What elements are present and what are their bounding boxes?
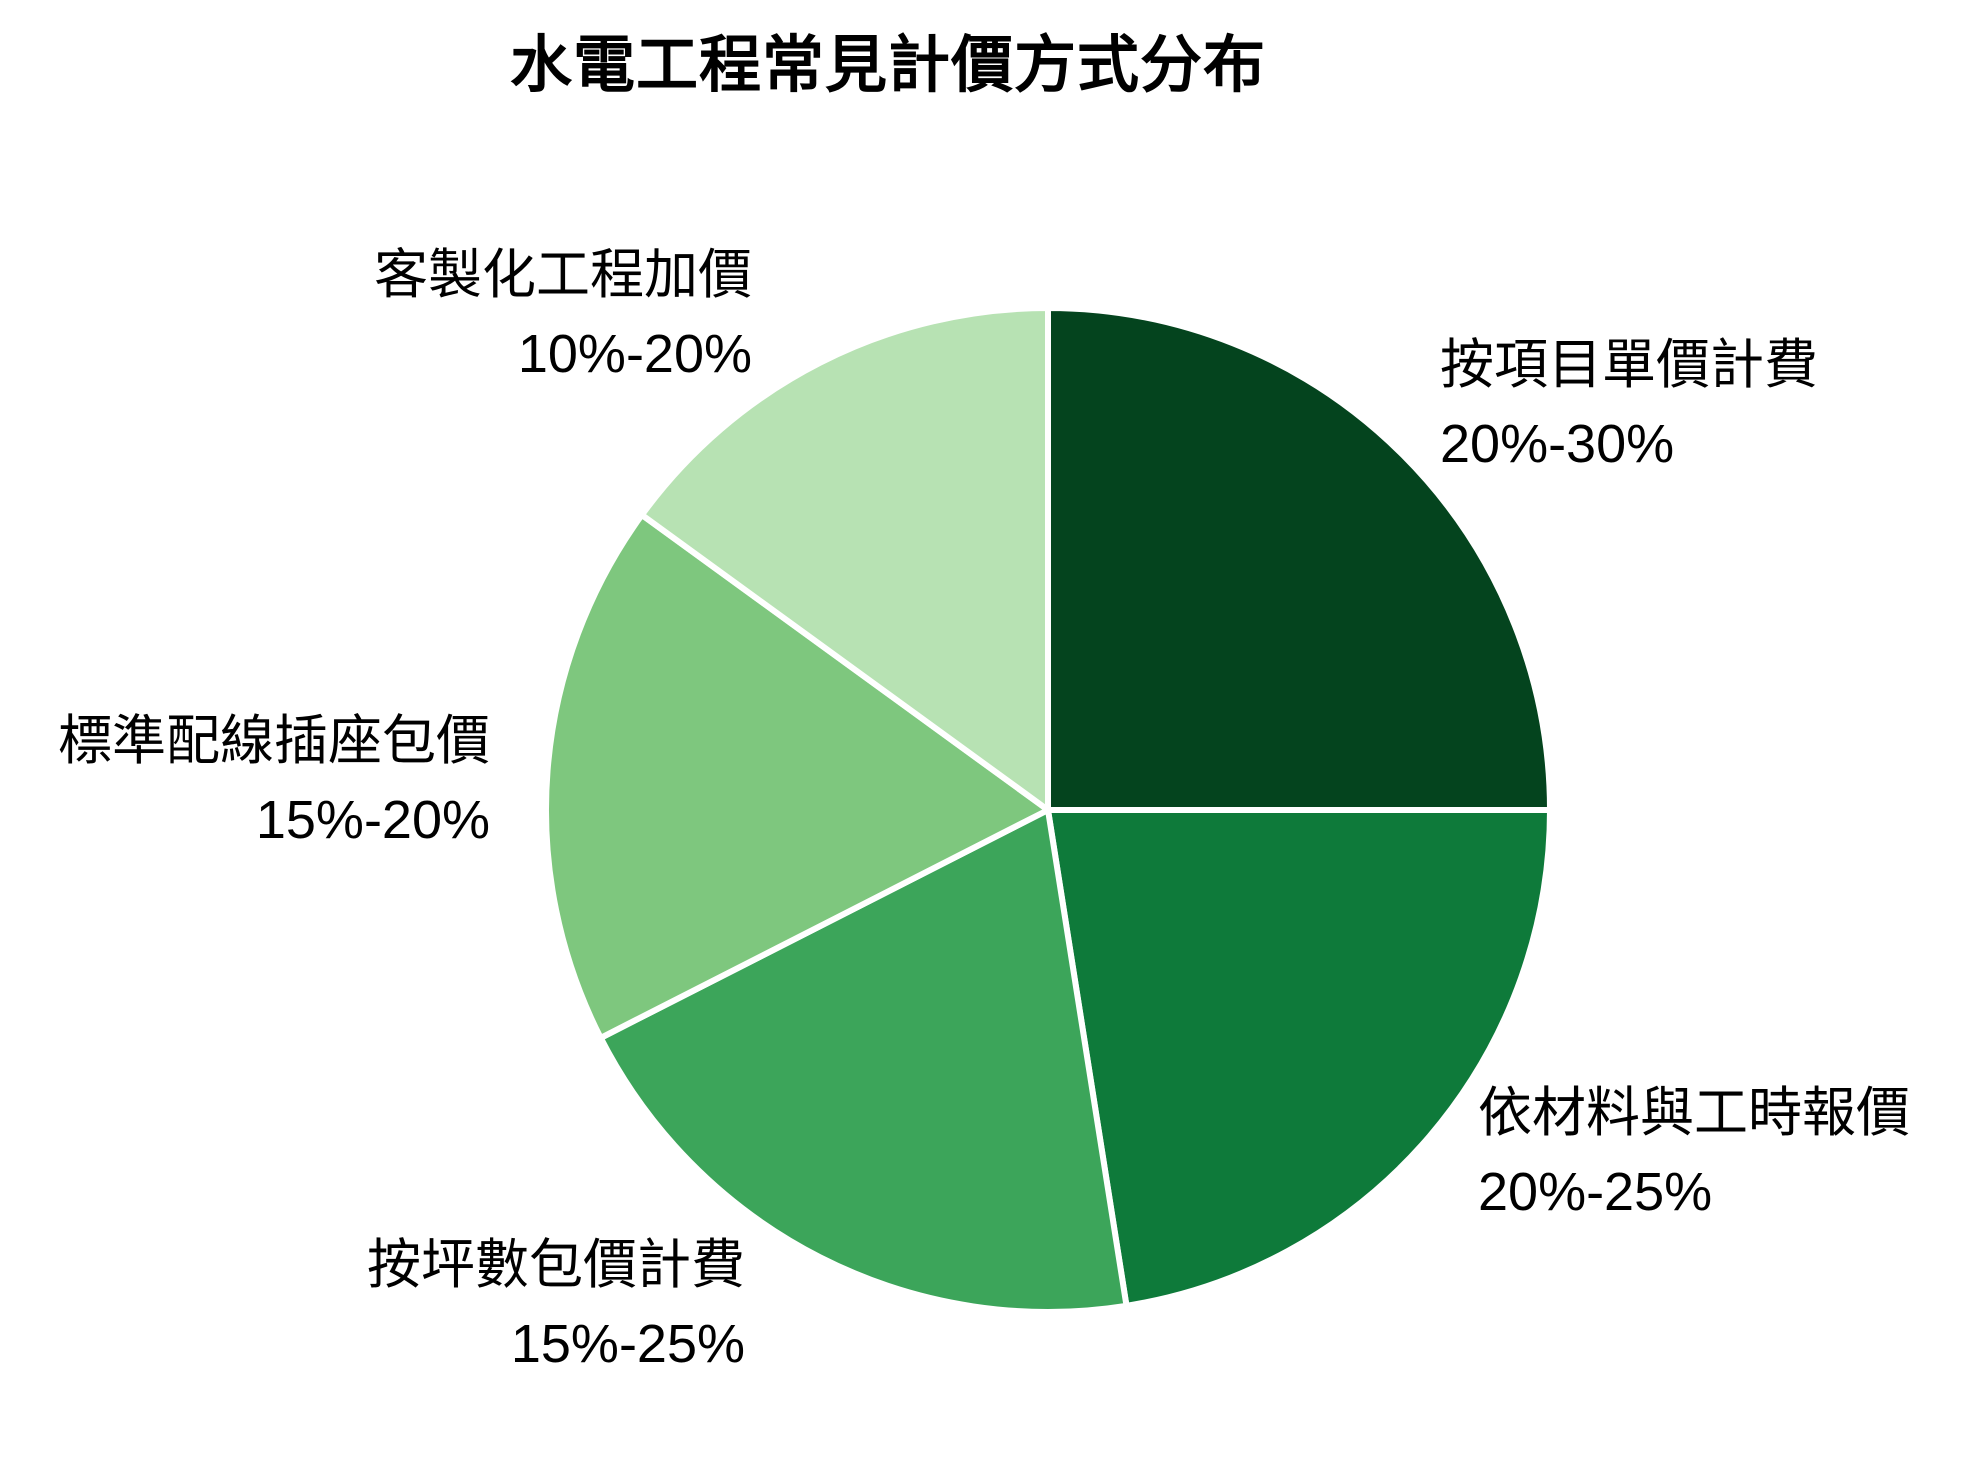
slice-label-text: 客製化工程加價 [374, 245, 752, 305]
slice-label-range: 15%-20% [255, 790, 490, 850]
slice-label-range: 15%-25% [510, 1314, 745, 1374]
pie-slice-2 [597, 807, 1130, 1315]
slice-label-text: 按項目單價計費 [1440, 335, 1818, 395]
pie-slice-0 [1045, 305, 1553, 813]
chart-title: 水電工程常見計價方式分布 [509, 31, 1266, 100]
slice-label-text: 依材料與工時報價 [1478, 1083, 1910, 1143]
slice-label-text: 按坪數包價計費 [367, 1235, 745, 1295]
pie-slice-4 [638, 305, 1051, 813]
pie-slice-3 [543, 511, 1051, 1041]
pie-slice-1 [1045, 807, 1553, 1309]
slice-label-item-unit-price: 按項目單價計費 20%-30% [1440, 326, 1818, 484]
slice-label-range: 20%-25% [1478, 1162, 1713, 1222]
slice-label-per-ping-package: 按坪數包價計費 15%-25% [367, 1226, 745, 1384]
slice-label-material-labor: 依材料與工時報價 20%-25% [1478, 1074, 1910, 1232]
slice-label-range: 20%-30% [1440, 414, 1675, 474]
slice-label-standard-wiring-outlet: 標準配線插座包價 15%-20% [58, 702, 490, 860]
slice-label-custom-project-surcharge: 客製化工程加價 10%-20% [374, 236, 752, 394]
slice-label-range: 10%-20% [517, 324, 752, 384]
slice-label-text: 標準配線插座包價 [58, 711, 490, 771]
